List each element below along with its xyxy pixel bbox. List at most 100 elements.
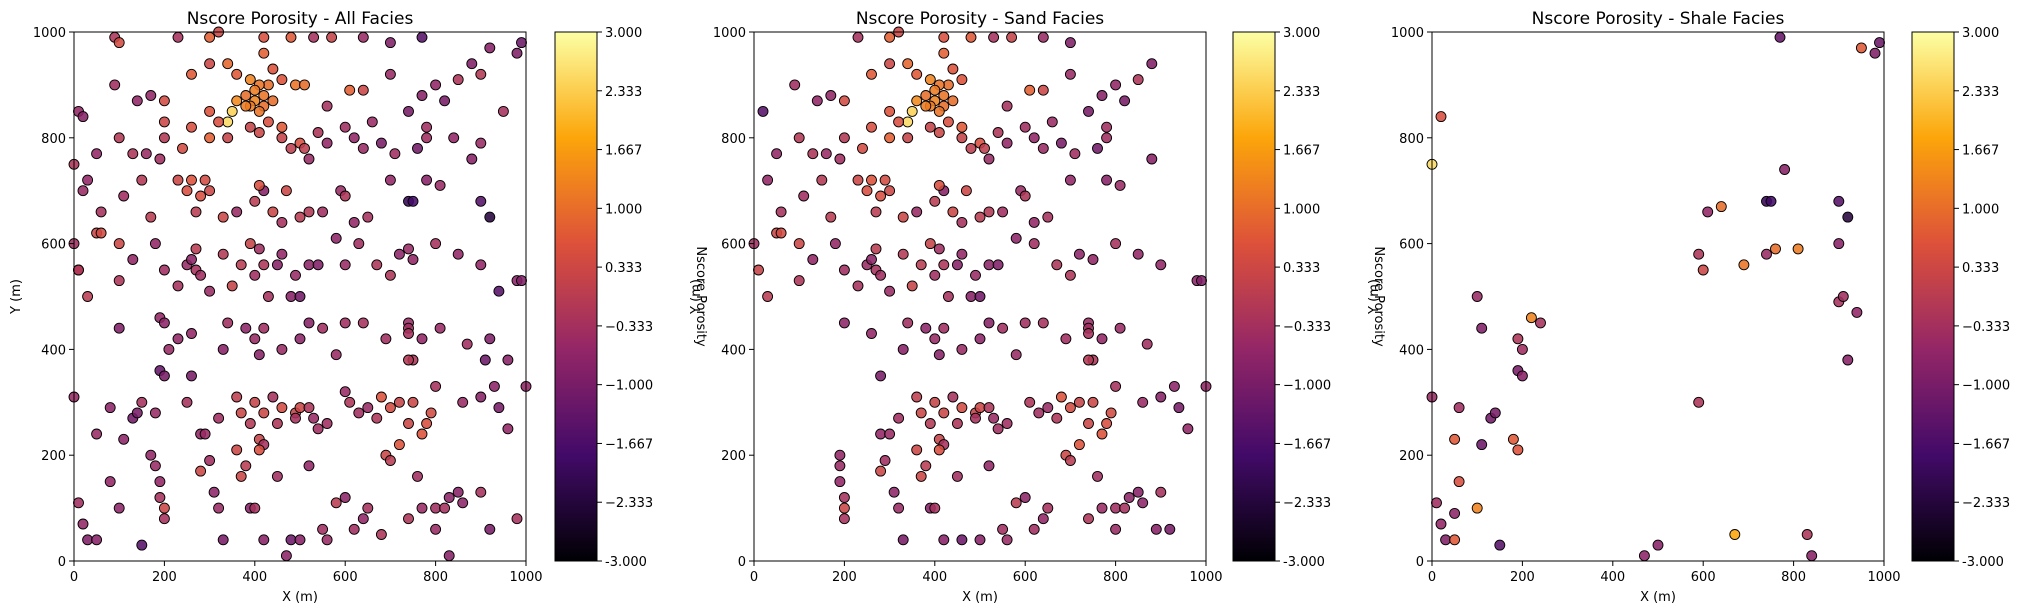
colorbar-tick-label: 3.000 — [605, 26, 642, 41]
data-point — [217, 343, 229, 355]
data-point — [753, 264, 764, 276]
data-point — [258, 47, 270, 59]
data-point — [91, 534, 103, 546]
data-point — [95, 206, 107, 218]
data-point — [258, 534, 270, 546]
data-point — [299, 142, 310, 154]
data-point — [339, 317, 351, 329]
data-point — [897, 248, 909, 260]
data-point — [113, 502, 125, 514]
data-point — [1046, 116, 1058, 128]
data-point — [339, 492, 351, 503]
data-point — [249, 269, 261, 281]
data-point — [793, 238, 805, 250]
data-point — [95, 227, 107, 239]
data-point — [1024, 84, 1036, 96]
data-point — [276, 121, 288, 133]
data-point — [149, 460, 161, 472]
data-point — [249, 195, 261, 207]
data-point — [911, 68, 923, 80]
data-point — [834, 460, 846, 472]
data-point — [303, 460, 315, 472]
data-point — [1494, 539, 1506, 551]
data-point — [1693, 396, 1705, 408]
data-point — [443, 492, 455, 503]
data-point — [1697, 264, 1709, 276]
data-point — [177, 142, 188, 154]
data-point — [956, 402, 968, 414]
data-point — [303, 206, 315, 218]
data-point — [461, 338, 473, 350]
data-point — [956, 216, 968, 228]
data-point — [77, 518, 89, 530]
data-point — [933, 105, 945, 117]
plot-frame — [73, 31, 527, 562]
data-point — [267, 391, 279, 403]
data-point — [158, 317, 170, 329]
data-point — [321, 534, 333, 546]
data-point — [91, 148, 103, 160]
colorbar-tick-label: 1.667 — [605, 144, 642, 159]
data-point — [1132, 74, 1144, 86]
data-point — [1173, 402, 1185, 414]
data-point — [1770, 243, 1781, 255]
data-point — [1119, 95, 1131, 107]
data-point — [974, 291, 986, 302]
data-point — [271, 470, 283, 482]
colorbar-tick-label: −1.667 — [1283, 437, 1331, 452]
data-point — [933, 349, 945, 361]
data-point — [312, 259, 324, 271]
colorbar-tick-label: -3.000 — [1283, 555, 1325, 570]
data-point — [1001, 137, 1013, 149]
data-point — [375, 391, 387, 403]
data-point — [276, 402, 288, 414]
x-tick-label: 800 — [1103, 570, 1128, 585]
data-point — [1132, 248, 1144, 260]
data-point — [484, 211, 496, 223]
x-tick-label: 800 — [423, 570, 448, 585]
data-point — [960, 185, 972, 197]
data-point — [1738, 259, 1750, 271]
data-point — [294, 534, 306, 546]
data-point — [430, 79, 442, 91]
colorbar-tick-label: 2.333 — [605, 85, 642, 100]
data-point — [412, 142, 423, 154]
data-point — [475, 195, 487, 207]
colorbar-tick-label: 0.333 — [1283, 261, 1320, 276]
data-point — [798, 190, 810, 202]
data-point — [825, 90, 837, 101]
data-point — [838, 513, 850, 525]
data-point — [294, 291, 306, 302]
data-point — [362, 502, 374, 514]
data-point — [879, 174, 891, 186]
data-point — [1715, 201, 1727, 213]
data-point — [875, 465, 887, 477]
data-point — [276, 132, 288, 144]
data-point — [375, 137, 387, 149]
data-point — [1083, 513, 1094, 525]
colorbar-tick-label: 0.333 — [1962, 261, 1999, 276]
colorbar-tick-label: 2.333 — [1962, 85, 1999, 100]
x-tick-label: 600 — [1691, 570, 1716, 585]
data-point — [1051, 259, 1063, 271]
data-point — [208, 486, 220, 498]
data-point — [317, 322, 329, 334]
data-point — [857, 142, 868, 154]
data-point — [771, 148, 783, 160]
data-point — [929, 195, 941, 207]
data-point — [127, 254, 139, 265]
data-point — [484, 523, 496, 535]
colorbar-gradient — [1911, 31, 1955, 562]
data-point — [357, 31, 369, 43]
data-point — [403, 243, 414, 255]
colorbar: -3.000 −2.333 −1.667 −1.000 −0.333 0.333 1.000… — [1232, 26, 1386, 570]
data-point — [158, 95, 170, 107]
data-point — [330, 497, 342, 509]
data-point — [158, 264, 170, 276]
data-point — [118, 190, 130, 202]
data-point — [1073, 396, 1085, 408]
data-point — [339, 190, 351, 202]
x-tick-label: 1000 — [1867, 570, 1900, 585]
data-point — [929, 502, 941, 514]
data-point — [407, 396, 419, 408]
